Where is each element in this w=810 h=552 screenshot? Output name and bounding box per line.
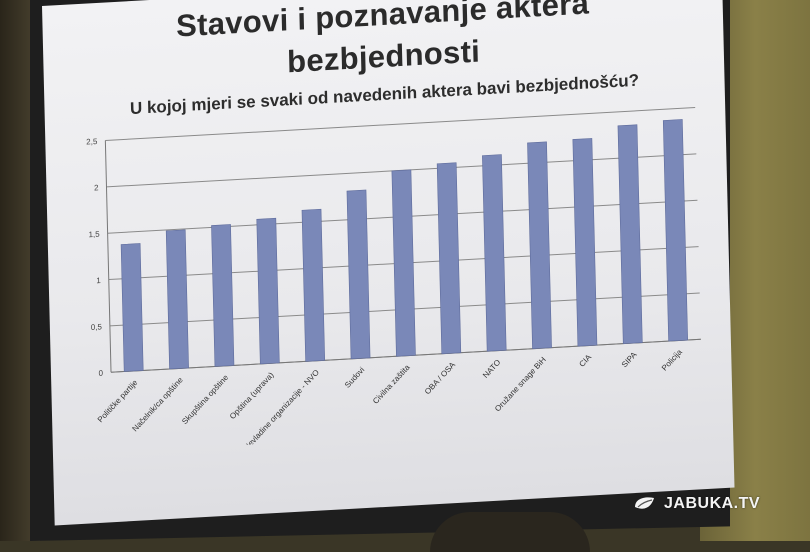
bar [211, 224, 235, 367]
bar [482, 154, 507, 352]
bar [120, 243, 144, 372]
y-tick-label: 1 [96, 276, 101, 285]
bar [256, 217, 280, 365]
bar [301, 208, 326, 362]
bar [165, 229, 189, 370]
gridline [105, 107, 696, 142]
x-tick-label: Policija [660, 347, 684, 372]
x-tick-label: CIA [577, 352, 593, 368]
y-tick-label: 2 [94, 183, 99, 192]
bar [572, 138, 598, 347]
apple-leaf-icon [632, 493, 658, 515]
projected-slide: Stavovi i poznavanje aktera bezbjednosti… [42, 0, 735, 526]
audience-head-silhouette [430, 512, 590, 552]
x-tick-label: Skupština opštine [180, 373, 230, 427]
x-tick-label: Civilna zaštita [371, 362, 412, 405]
x-tick-label: Opština (uprava) [228, 370, 276, 421]
x-tick-label: Političke partije [96, 378, 140, 425]
y-axis [104, 140, 112, 373]
bar [391, 169, 416, 357]
bar [662, 119, 688, 342]
y-tick-label: 0 [98, 369, 103, 378]
bar [436, 162, 462, 355]
x-tick-label: SIPA [620, 350, 639, 370]
x-tick-label: OBA / OSA [423, 360, 458, 396]
x-tick-label: NATO [481, 358, 502, 380]
y-tick-label: 0,5 [91, 322, 103, 332]
watermark-brand: JABUKA.TV [664, 495, 761, 512]
x-tick-label: Nevladine organizacije - NVO [242, 368, 321, 452]
bar [617, 124, 643, 344]
bar [346, 189, 371, 360]
y-tick-label: 2,5 [86, 137, 98, 147]
x-tick-label: Sudovi [343, 365, 367, 389]
bar [527, 141, 552, 350]
y-tick-label: 1,5 [88, 230, 100, 240]
watermark-logo: JABUKA.TV [632, 493, 760, 515]
